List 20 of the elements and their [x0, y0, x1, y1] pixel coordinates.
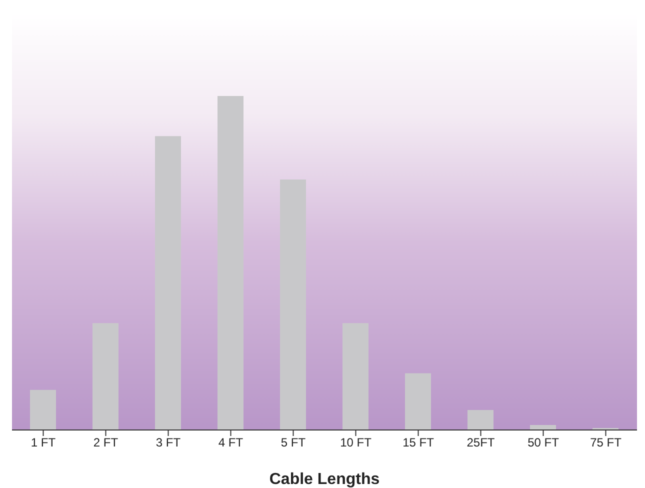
- x-tick-label: 2 FT: [93, 436, 119, 450]
- bar: [155, 136, 181, 430]
- x-tick-label: 3 FT: [156, 436, 182, 450]
- x-tick-label: 4 FT: [218, 436, 244, 450]
- x-tick-label: 15 FT: [402, 436, 435, 450]
- bar: [342, 323, 368, 430]
- bar: [530, 424, 556, 430]
- x-tick-label: 50 FT: [528, 436, 560, 450]
- x-tick-label: 75 FT: [590, 436, 622, 450]
- x-tick-label: 5 FT: [280, 436, 306, 450]
- bar: [92, 323, 118, 430]
- x-tick-label: 10 FT: [340, 436, 372, 450]
- bar: [468, 410, 494, 430]
- x-axis-title: Cable Lengths: [269, 471, 380, 488]
- x-tick-label: 1 FT: [30, 436, 56, 450]
- bar: [30, 390, 56, 430]
- bar: [405, 373, 431, 430]
- bar: [218, 96, 244, 430]
- x-tick-label: 25FT: [466, 436, 496, 450]
- bar: [280, 180, 306, 430]
